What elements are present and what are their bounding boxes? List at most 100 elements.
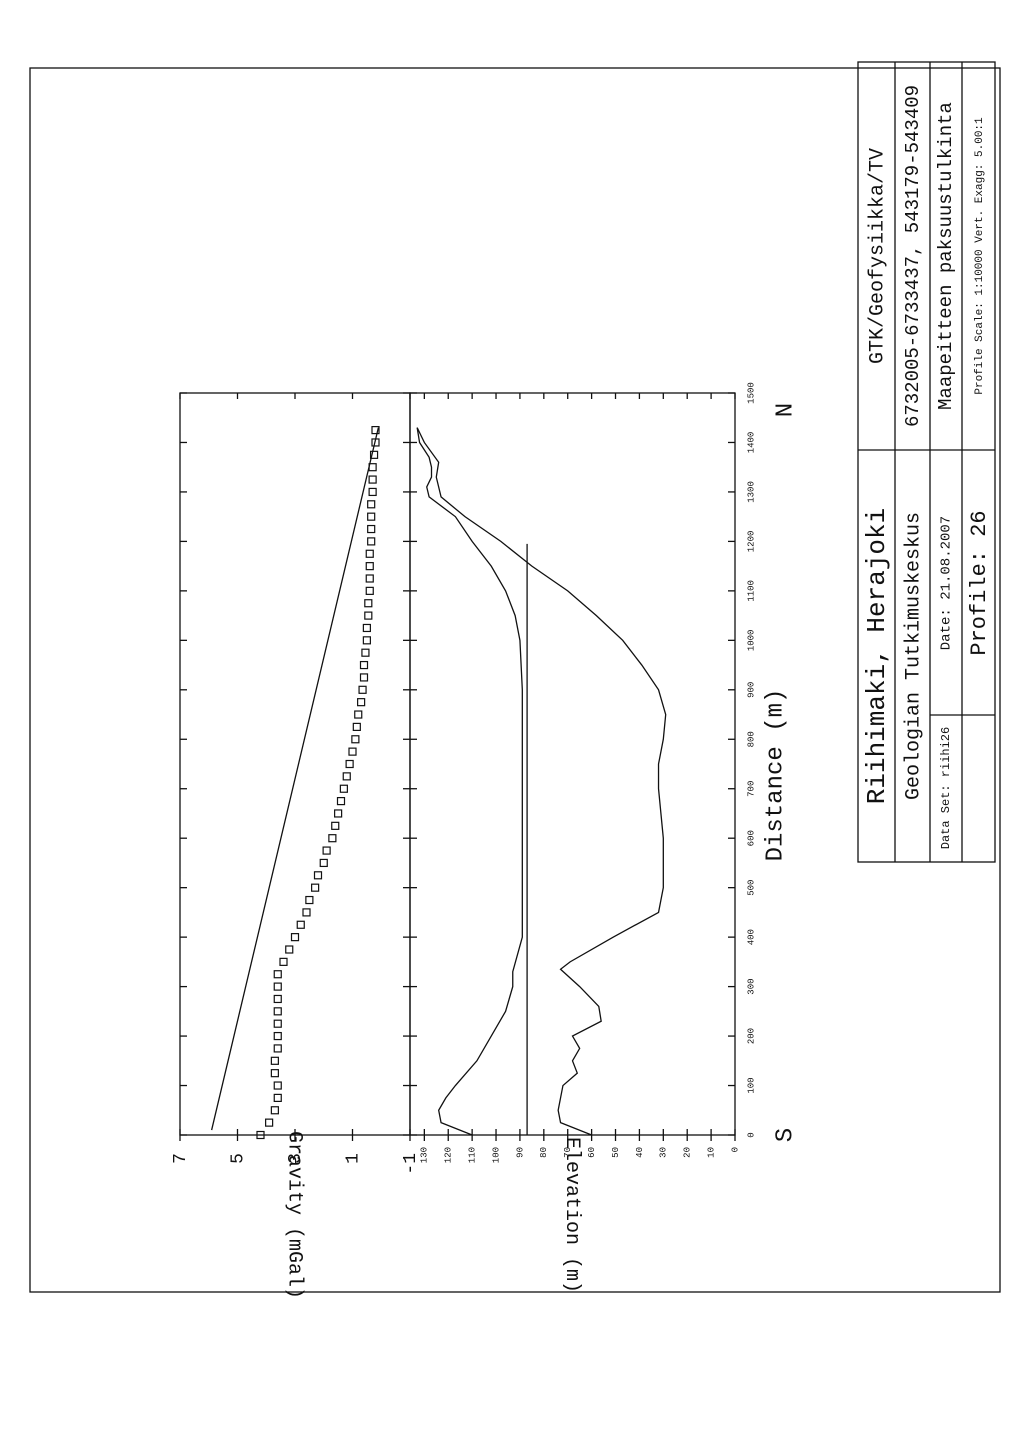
title-block: Riihimaki, Herajoki GTK/Geofysiikka/TV G… <box>857 61 996 863</box>
block-agency: GTK/Geofysiikka/TV <box>866 148 889 364</box>
block-organization: Geologian Tutkimuskeskus <box>902 512 925 800</box>
data-point <box>359 673 369 682</box>
data-line <box>210 427 380 1131</box>
data-point <box>365 549 374 558</box>
data-point <box>362 623 371 633</box>
data-point <box>351 735 360 744</box>
data-point <box>365 586 374 595</box>
data-point <box>270 1056 279 1065</box>
x-tick-label: 1100 <box>746 580 756 602</box>
data-point <box>364 599 373 608</box>
data-point <box>328 834 337 843</box>
data-point <box>313 871 323 880</box>
data-point <box>290 933 300 942</box>
block-scale: Profile Scale: 1:10000 Vert. Exagg: 5.00… <box>974 117 986 395</box>
rotated-sheet: Riihimaki, Herajoki GTK/Geofysiikka/TV G… <box>171 61 996 1299</box>
data-point <box>367 537 376 546</box>
data-point <box>358 685 367 694</box>
plot-frame <box>179 392 411 1136</box>
block-profile: Profile: 26 <box>967 510 992 655</box>
data-point <box>273 1044 282 1053</box>
y-axis-label: Gravity (mGal) <box>283 1131 306 1299</box>
y-tick-label: 90 <box>515 1147 525 1158</box>
y-tick-label: 20 <box>683 1147 693 1158</box>
y-tick-label: 0 <box>730 1147 740 1152</box>
data-point <box>311 883 320 892</box>
data-point <box>364 611 373 620</box>
y-tick-label: 100 <box>491 1147 501 1163</box>
data-point <box>359 660 369 670</box>
x-tick-label: 1200 <box>746 531 756 553</box>
y-tick-label: 1 <box>343 1153 363 1164</box>
x-tick-label: 200 <box>746 1028 756 1044</box>
x-tick-label: 1000 <box>746 630 756 652</box>
x-tick-label: 1300 <box>746 481 756 503</box>
data-point <box>334 809 343 818</box>
data-point <box>342 772 351 781</box>
data-point <box>354 710 363 719</box>
block-title: Riihimaki, Herajoki <box>862 508 892 804</box>
x-tick-label: 500 <box>746 880 756 896</box>
data-point <box>279 957 288 966</box>
data-point <box>273 1081 282 1090</box>
data-point <box>361 648 370 657</box>
data-point <box>368 487 377 497</box>
y-tick-label: 3 <box>286 1153 306 1164</box>
x-tick-label: 800 <box>746 731 756 747</box>
data-point <box>348 747 357 756</box>
y-tick-label: 60 <box>587 1147 597 1158</box>
data-point <box>265 1118 274 1127</box>
data-point <box>270 1069 279 1078</box>
data-point <box>331 821 340 830</box>
y-tick-label: 5 <box>228 1153 248 1164</box>
data-point <box>368 475 377 484</box>
data-point <box>285 945 294 954</box>
data-point <box>302 908 311 917</box>
start-label: S <box>772 1128 799 1142</box>
data-point <box>367 500 376 509</box>
data-line <box>416 427 523 1136</box>
y-tick-label: 7 <box>171 1153 191 1164</box>
x-tick-label: 900 <box>746 682 756 698</box>
data-point <box>273 970 282 979</box>
data-point <box>365 562 374 571</box>
y-tick-label: -1 <box>401 1153 421 1175</box>
data-point <box>256 1130 265 1140</box>
end-label: N <box>772 403 799 417</box>
block-date: Date: 21.08.2007 <box>939 516 955 650</box>
data-point <box>362 636 371 645</box>
y-tick-label: 30 <box>659 1147 669 1158</box>
block-description: Maapeitteen paksuustulkinta <box>935 102 957 410</box>
data-point <box>345 759 354 769</box>
data-point <box>319 858 328 868</box>
x-tick-label: 1500 <box>746 382 756 404</box>
data-point <box>367 524 376 534</box>
x-tick-label: 100 <box>746 1077 756 1093</box>
y-tick-label: 10 <box>706 1147 716 1158</box>
data-point <box>365 574 374 583</box>
x-tick-label: 400 <box>746 929 756 945</box>
x-tick-label: 300 <box>746 978 756 994</box>
data-point <box>371 425 380 435</box>
data-point <box>273 1031 282 1041</box>
x-tick-label: 1400 <box>746 432 756 454</box>
data-point <box>352 722 361 732</box>
data-point <box>336 796 346 806</box>
data-point <box>270 1106 279 1115</box>
y-tick-label: 110 <box>468 1147 478 1163</box>
x-tick-label: 0 <box>746 1132 756 1137</box>
block-dataset: Data Set: riihi26 <box>939 727 953 849</box>
block-coordinates: 6732005-6733437, 543179-543409 <box>902 85 924 427</box>
x-tick-label: 600 <box>746 830 756 846</box>
page-frame <box>29 67 1001 1293</box>
data-point <box>273 1019 282 1028</box>
data-point <box>296 920 305 929</box>
data-point <box>339 784 348 793</box>
block-frame <box>857 61 996 863</box>
data-point <box>305 895 314 905</box>
y-axis-label: Elevation (m) <box>560 1137 583 1293</box>
data-point <box>322 846 331 855</box>
data-point <box>273 1093 282 1102</box>
y-tick-label: 130 <box>420 1147 430 1163</box>
y-tick-label: 80 <box>539 1147 549 1158</box>
